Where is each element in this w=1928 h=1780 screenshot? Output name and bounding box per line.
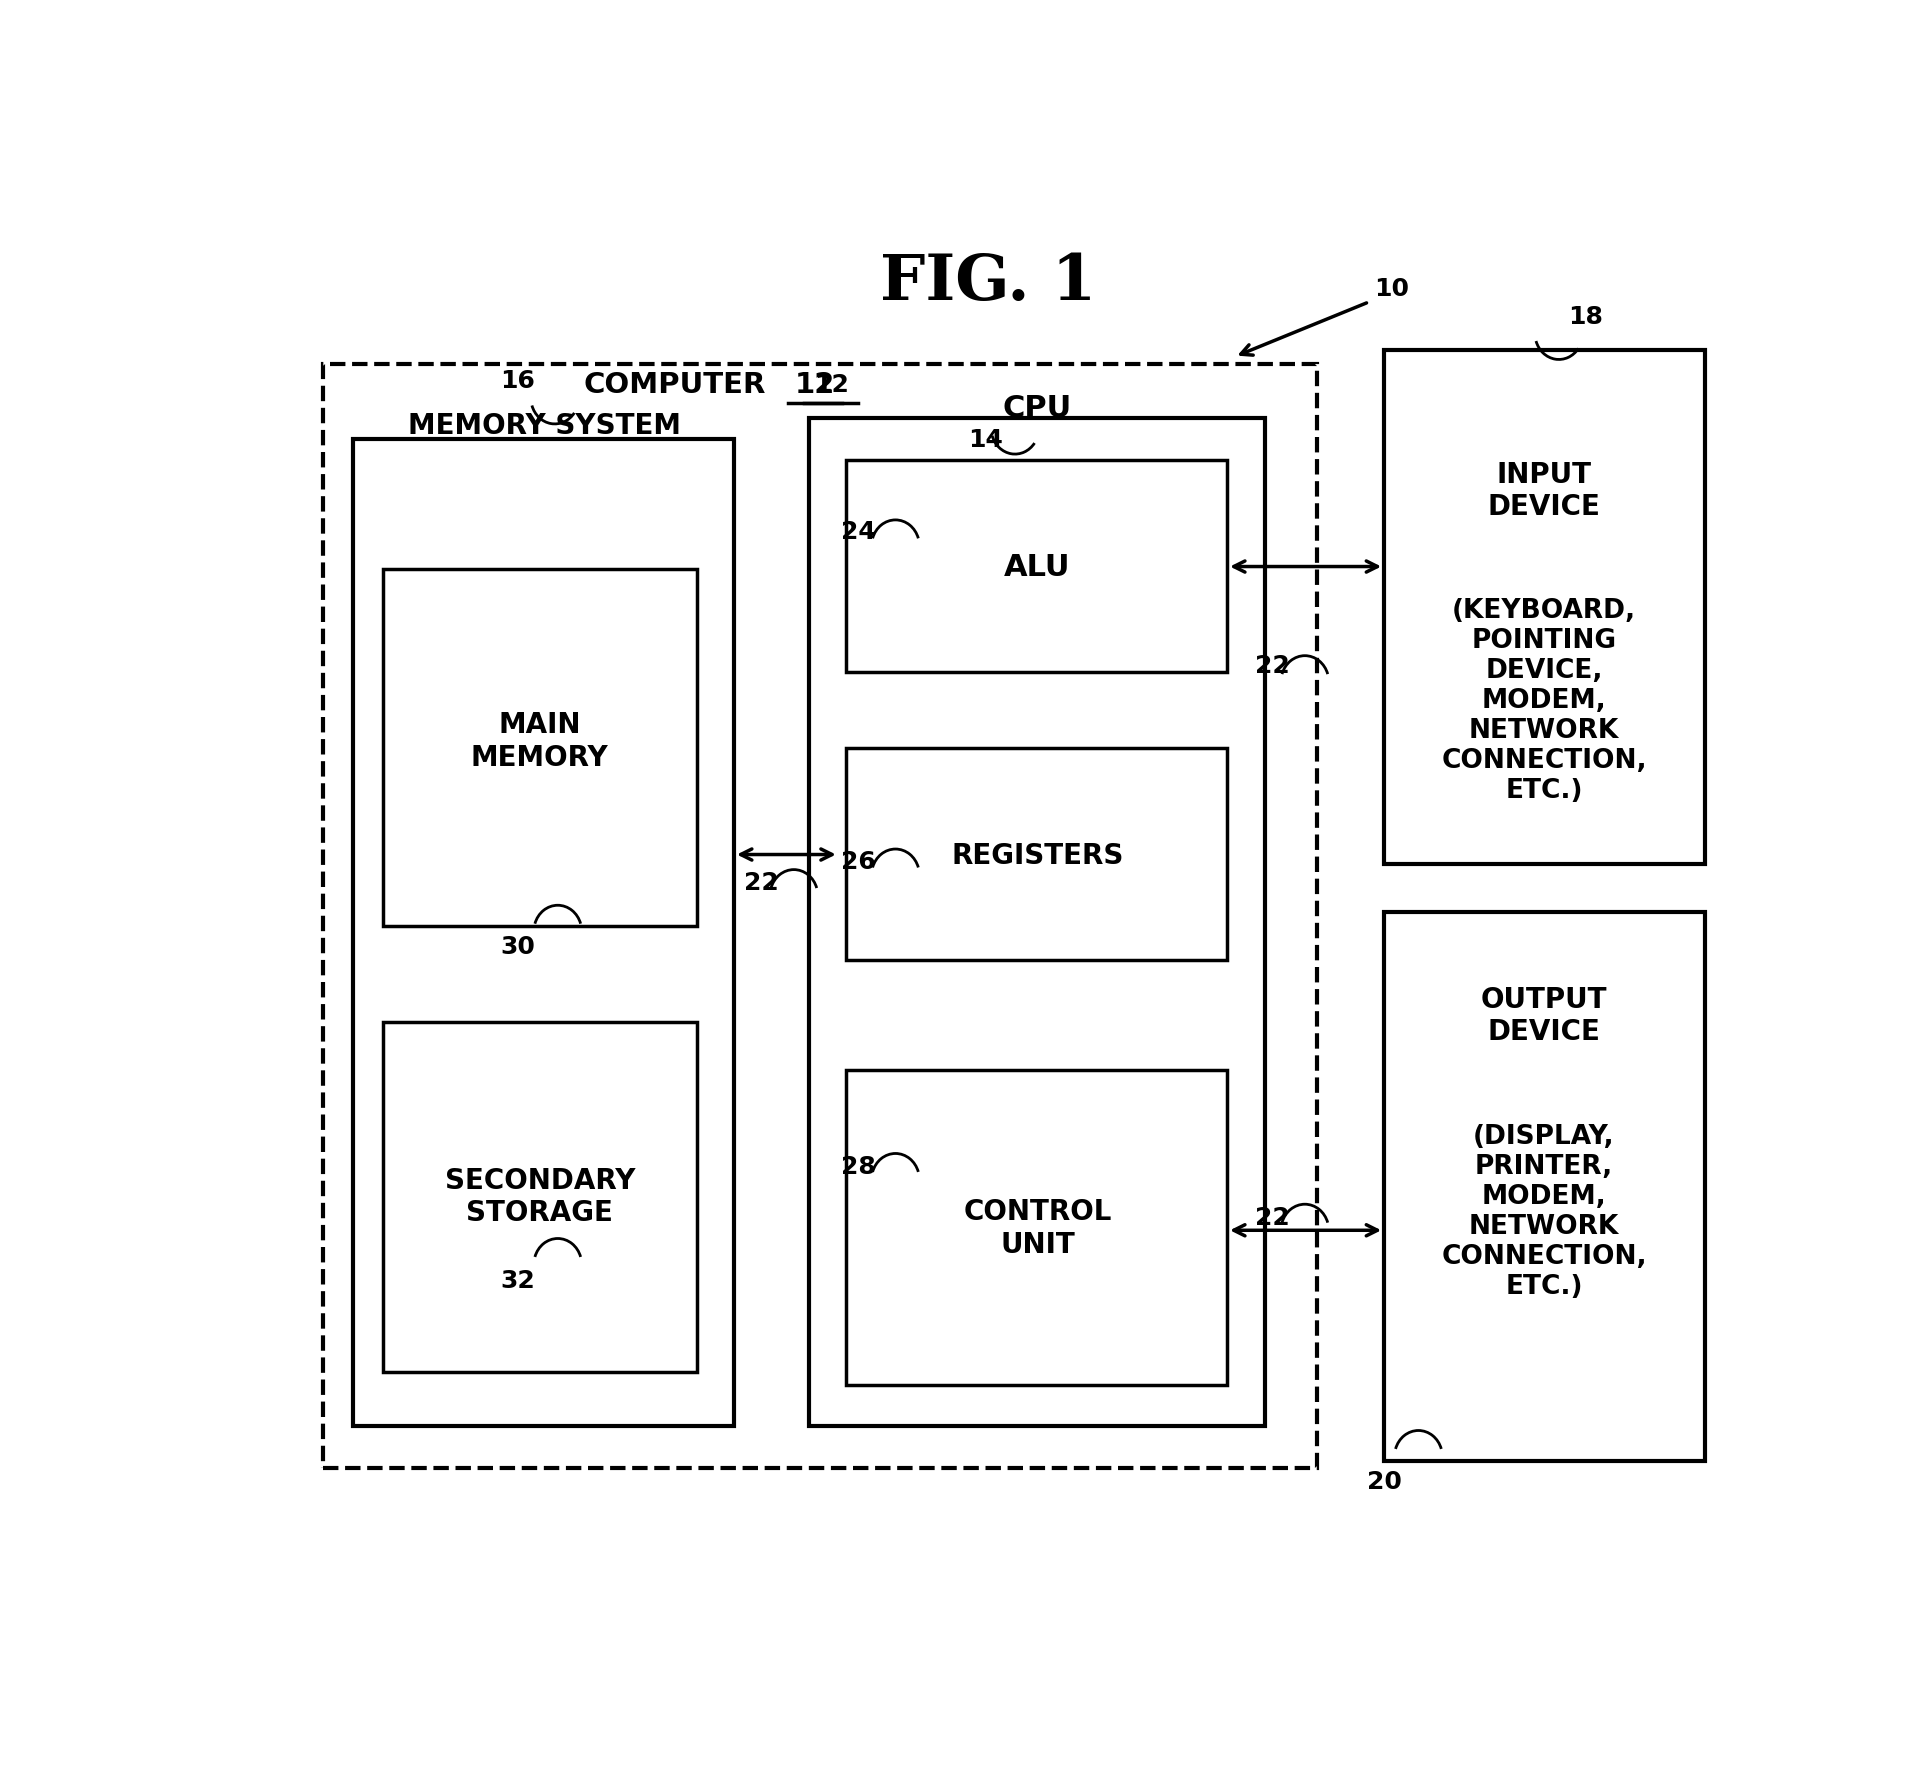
Bar — [1384, 913, 1706, 1461]
Text: 22: 22 — [1255, 653, 1290, 678]
Text: 32: 32 — [499, 1267, 534, 1292]
Text: 16: 16 — [499, 368, 534, 393]
Text: 26: 26 — [841, 849, 875, 874]
Bar — [353, 440, 735, 1426]
Text: 12: 12 — [794, 370, 835, 399]
Bar — [384, 1022, 696, 1372]
Bar — [810, 420, 1265, 1426]
Text: 12: 12 — [814, 374, 848, 397]
Text: MAIN
MEMORY: MAIN MEMORY — [470, 710, 609, 771]
Text: SECONDARY
STORAGE: SECONDARY STORAGE — [445, 1166, 634, 1226]
Text: REGISTERS: REGISTERS — [951, 840, 1124, 869]
Bar — [324, 365, 1317, 1468]
Text: INPUT
DEVICE: INPUT DEVICE — [1488, 461, 1600, 520]
Text: 24: 24 — [841, 520, 875, 543]
Text: 22: 22 — [1255, 1205, 1290, 1228]
Text: 30: 30 — [499, 934, 534, 959]
Text: COMPUTER: COMPUTER — [582, 370, 765, 399]
Text: 22: 22 — [744, 870, 779, 894]
Text: 28: 28 — [841, 1153, 875, 1178]
Text: 14: 14 — [968, 427, 1003, 452]
Bar — [846, 461, 1228, 673]
Text: CONTROL
UNIT: CONTROL UNIT — [964, 1198, 1112, 1258]
Text: 18: 18 — [1567, 304, 1604, 328]
Bar — [846, 1070, 1228, 1385]
Bar — [1384, 351, 1706, 865]
Text: (KEYBOARD,
POINTING
DEVICE,
MODEM,
NETWORK
CONNECTION,
ETC.): (KEYBOARD, POINTING DEVICE, MODEM, NETWO… — [1440, 598, 1647, 803]
Bar — [384, 570, 696, 926]
Text: FIG. 1: FIG. 1 — [879, 253, 1097, 313]
Text: 20: 20 — [1367, 1470, 1402, 1493]
Text: OUTPUT
DEVICE: OUTPUT DEVICE — [1481, 984, 1608, 1045]
Text: ALU: ALU — [1004, 554, 1070, 582]
Text: 10: 10 — [1375, 278, 1409, 301]
Bar — [846, 748, 1228, 961]
Text: MEMORY SYSTEM: MEMORY SYSTEM — [409, 411, 681, 440]
Text: CPU: CPU — [1003, 393, 1072, 422]
Text: (DISPLAY,
PRINTER,
MODEM,
NETWORK
CONNECTION,
ETC.): (DISPLAY, PRINTER, MODEM, NETWORK CONNEC… — [1440, 1123, 1647, 1299]
